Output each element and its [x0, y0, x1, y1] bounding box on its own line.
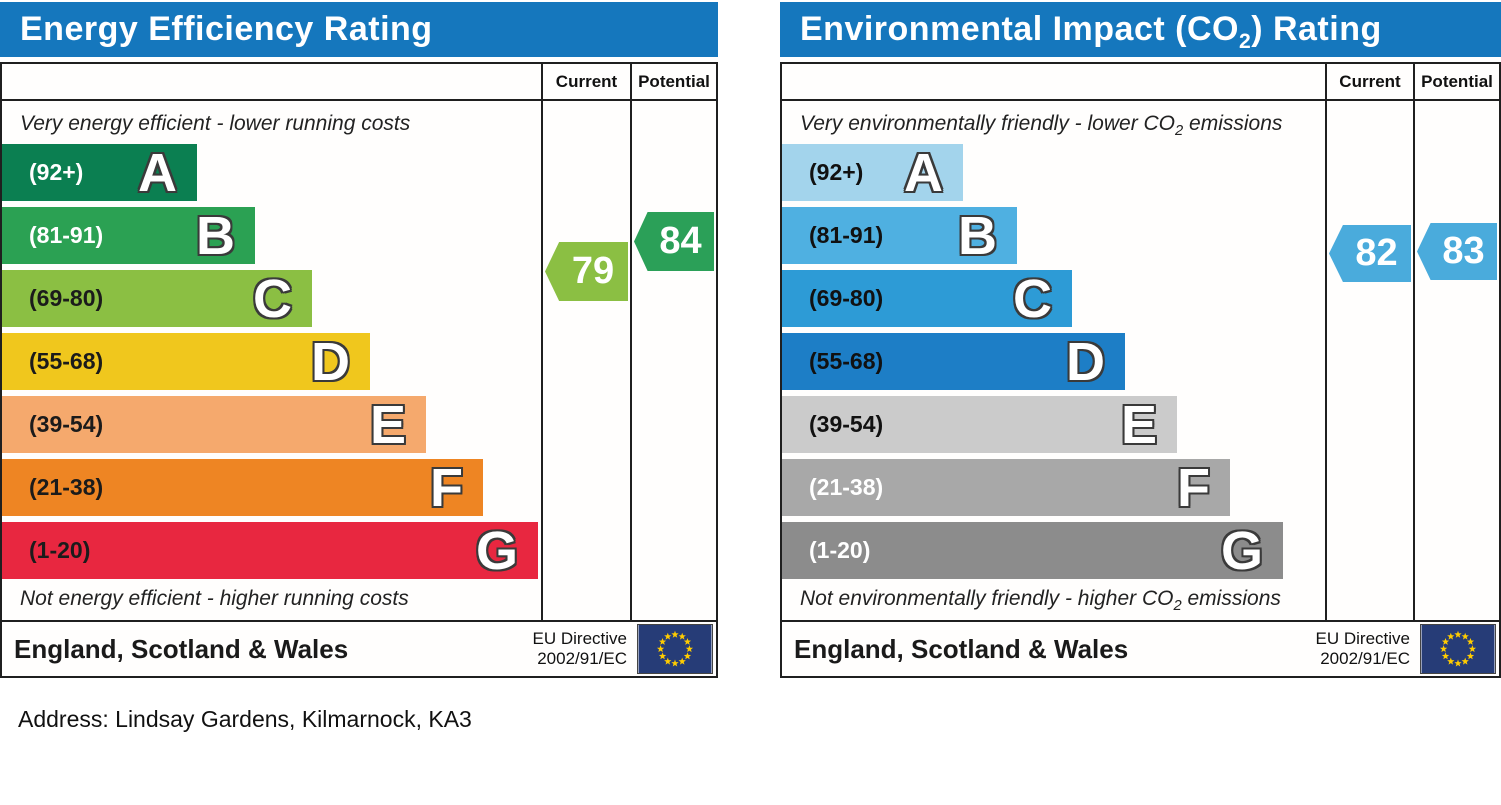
band-letter: A — [138, 142, 177, 203]
potential-column: 83 — [1413, 101, 1499, 620]
potential-column: 84 — [630, 101, 716, 620]
current-rating-arrow: 82 — [1329, 225, 1411, 282]
potential-column-header: Potential — [1413, 64, 1499, 99]
band-range-label: (39-54) — [29, 411, 104, 437]
energy-efficiency-panel: Energy Efficiency Rating Current Potenti… — [0, 2, 718, 678]
eu-flag-icon — [1420, 624, 1496, 674]
panel-title-suffix: ) Rating — [1251, 10, 1382, 48]
band-letter: C — [1013, 268, 1052, 329]
panel-title-energy: Energy Efficiency Rating — [0, 2, 718, 57]
band-range-label: (92+) — [29, 159, 84, 185]
band-d: (55-68) D — [2, 333, 370, 390]
band-letter: A — [904, 142, 943, 203]
chart-footer: England, Scotland & Wales EU Directive 2… — [782, 620, 1499, 676]
current-column-header: Current — [541, 64, 630, 99]
region-label: England, Scotland & Wales — [794, 633, 1129, 664]
band-range-label: (92+) — [809, 159, 864, 185]
band-e: (39-54) E — [782, 396, 1177, 453]
region-label: England, Scotland & Wales — [14, 633, 349, 664]
band-letter: E — [1120, 394, 1157, 455]
current-rating-arrow: 79 — [545, 242, 628, 301]
potential-rating-arrow: 84 — [634, 212, 714, 271]
band-range-label: (21-38) — [29, 474, 104, 500]
band-letter: D — [311, 331, 350, 392]
panel-title-environment: Environmental Impact (CO2) Rating — [780, 2, 1501, 57]
rating-bands: (92+) A (81-91) B (69-80) C (55-68) D (39-54) E (2… — [782, 144, 1325, 585]
band-letter: D — [1066, 331, 1105, 392]
band-c: (69-80) C — [782, 270, 1072, 327]
band-range-label: (69-80) — [809, 285, 884, 311]
chart-body: Very energy efficient - lower running co… — [2, 101, 716, 620]
top-caption: Very environmentally friendly - lower CO… — [800, 112, 1283, 140]
band-e: (39-54) E — [2, 396, 426, 453]
bands-area: Very environmentally friendly - lower CO… — [782, 101, 1325, 620]
band-f: (21-38) F — [782, 459, 1230, 516]
panel-title-text: Environmental Impact (CO — [800, 10, 1239, 48]
eu-directive-label: EU Directive 2002/91/EC — [1315, 628, 1410, 668]
rating-bands: (92+) A (81-91) B (69-80) C (55-68) D (39-54) E (2… — [2, 144, 541, 585]
potential-rating-arrow: 83 — [1417, 223, 1497, 280]
property-address: Address: Lindsay Gardens, Kilmarnock, KA… — [18, 706, 472, 732]
band-b: (81-91) B — [2, 207, 255, 264]
band-range-label: (55-68) — [29, 348, 104, 374]
band-letter: E — [369, 394, 406, 455]
band-letter: G — [1220, 520, 1263, 581]
bottom-caption: Not environmentally friendly - higher CO… — [800, 587, 1281, 615]
panel-title-subscript: 2 — [1238, 29, 1252, 53]
bottom-caption: Not energy efficient - higher running co… — [20, 587, 409, 610]
environmental-impact-panel: Environmental Impact (CO2) Rating Curren… — [780, 2, 1501, 678]
band-c: (69-80) C — [2, 270, 312, 327]
epc-report-page: Energy Efficiency Rating Current Potenti… — [0, 2, 1501, 732]
current-column-header: Current — [1325, 64, 1413, 99]
current-column: 82 — [1325, 101, 1413, 620]
band-f: (21-38) F — [2, 459, 483, 516]
panel-title-text: Energy Efficiency Rating — [20, 10, 433, 48]
band-letter: F — [430, 457, 463, 518]
band-g: (1-20) G — [782, 522, 1283, 579]
band-range-label: (69-80) — [29, 285, 104, 311]
band-g: (1-20) G — [2, 522, 538, 579]
band-a: (92+) A — [782, 144, 963, 201]
band-range-label: (1-20) — [809, 537, 871, 563]
eu-directive-label: EU Directive 2002/91/EC — [532, 628, 627, 668]
band-range-label: (81-91) — [809, 222, 884, 248]
band-range-label: (21-38) — [809, 474, 884, 500]
band-b: (81-91) B — [782, 207, 1017, 264]
eu-flag-icon — [637, 624, 713, 674]
rating-panels: Energy Efficiency Rating Current Potenti… — [0, 2, 1501, 678]
band-range-label: (39-54) — [809, 411, 884, 437]
band-letter: F — [1177, 457, 1210, 518]
band-letter: B — [196, 205, 235, 266]
band-range-label: (81-91) — [29, 222, 104, 248]
band-range-label: (1-20) — [29, 537, 91, 563]
header-spacer — [782, 64, 1325, 99]
chart-body: Very environmentally friendly - lower CO… — [782, 101, 1499, 620]
band-range-label: (55-68) — [809, 348, 884, 374]
chart-header-row: Current Potential — [782, 64, 1499, 101]
band-d: (55-68) D — [782, 333, 1125, 390]
band-letter: C — [253, 268, 292, 329]
top-caption: Very energy efficient - lower running co… — [20, 112, 411, 135]
chart-header-row: Current Potential — [2, 64, 716, 101]
rating-chart: Current Potential Very energy efficient … — [0, 62, 718, 678]
header-spacer — [2, 64, 541, 99]
bands-area: Very energy efficient - lower running co… — [2, 101, 541, 620]
chart-footer: England, Scotland & Wales EU Directive 2… — [2, 620, 716, 676]
band-a: (92+) A — [2, 144, 197, 201]
band-letter: G — [475, 520, 518, 581]
potential-column-header: Potential — [630, 64, 716, 99]
rating-chart: Current Potential Very environmentally f… — [780, 62, 1501, 678]
band-letter: B — [958, 205, 997, 266]
current-column: 79 — [541, 101, 630, 620]
